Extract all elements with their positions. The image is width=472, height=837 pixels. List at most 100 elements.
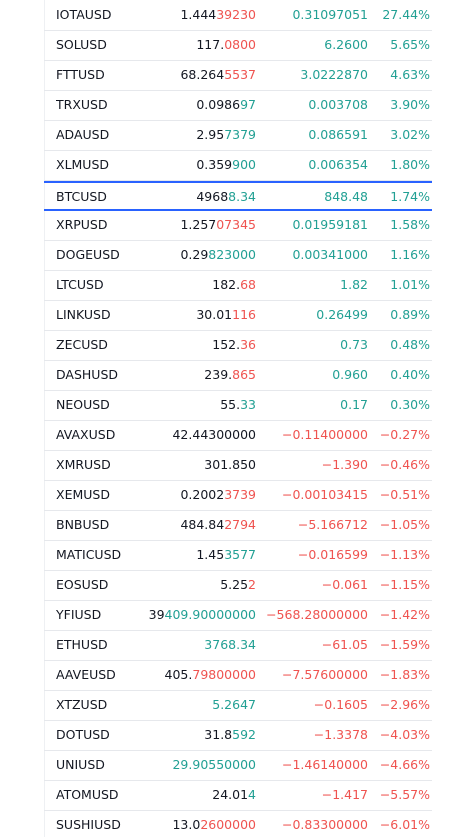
watchlist-row[interactable]: AAVEUSD 405.79800000 −7.57600000 −1.83% (44, 661, 432, 691)
price-tick: 3739 (224, 487, 256, 502)
last-price: 39409.90000000 (130, 601, 256, 629)
last-price: 1.25707345 (130, 211, 256, 239)
price-tick: 33 (240, 397, 256, 412)
price-stable: 0.359 (196, 157, 233, 172)
change: 0.00341000 (292, 247, 368, 262)
symbol: XRPUSD (56, 217, 108, 232)
price-tick: 5.2647 (212, 697, 256, 712)
change-percent: 0.48% (390, 337, 430, 352)
change: 3.0222870 (300, 67, 368, 82)
watchlist-row[interactable]: ATOMUSD 24.014 −1.417 −5.57% (44, 781, 432, 811)
change: 0.01959181 (292, 217, 368, 232)
symbol: ETHUSD (56, 637, 108, 652)
symbol: XLMUSD (56, 157, 110, 172)
change: −1.390 (321, 457, 368, 472)
last-price: 5.2647 (130, 691, 256, 719)
change-percent: 1.80% (390, 157, 430, 172)
symbol: AAVEUSD (56, 667, 116, 682)
last-price: 0.098697 (130, 91, 256, 119)
symbol: BTCUSD (56, 189, 107, 204)
symbol: SOLUSD (56, 37, 107, 52)
watchlist-row[interactable]: XLMUSD 0.359900 0.006354 1.80% (44, 151, 432, 181)
price-tick: 116 (232, 307, 256, 322)
change: −568.28000000 (266, 607, 368, 622)
price-stable: 182. (212, 277, 241, 292)
watchlist-row[interactable]: ADAUSD 2.957379 0.086591 3.02% (44, 121, 432, 151)
watchlist-row[interactable]: FTTUSD 68.2645537 3.0222870 4.63% (44, 61, 432, 91)
watchlist-row[interactable]: ETHUSD 3768.34 −61.05 −1.59% (44, 631, 432, 661)
symbol: NEOUSD (56, 397, 110, 412)
symbol: LTCUSD (56, 277, 104, 292)
watchlist-row[interactable]: UNIUSD 29.90550000 −1.46140000 −4.66% (44, 751, 432, 781)
price-tick: 07345 (216, 217, 256, 232)
change-percent: −1.59% (379, 637, 430, 652)
change-percent: 1.01% (390, 277, 430, 292)
change-percent: −4.03% (379, 727, 430, 742)
last-price: 68.2645537 (130, 61, 256, 89)
last-price: 13.02600000 (130, 811, 256, 837)
watchlist-row[interactable]: LTCUSD 182.68 1.82 1.01% (44, 271, 432, 301)
watchlist-row[interactable]: DOTUSD 31.8592 −1.3378 −4.03% (44, 721, 432, 751)
price-stable: 13.0 (172, 817, 201, 832)
watchlist-row[interactable]: IOTAUSD 1.44439230 0.31097051 27.44% (44, 1, 432, 31)
watchlist-row[interactable]: YFIUSD 39409.90000000 −568.28000000 −1.42% (44, 601, 432, 631)
last-price: 0.29823000 (130, 241, 256, 269)
change: −61.05 (321, 637, 368, 652)
price-tick: 68 (240, 277, 256, 292)
watchlist-row[interactable]: NEOUSD 55.33 0.17 0.30% (44, 391, 432, 421)
change: 1.82 (340, 277, 368, 292)
change-percent: 3.02% (390, 127, 430, 142)
price-stable: 484.84 (180, 517, 225, 532)
last-price: 42.44300000 (130, 421, 256, 449)
last-price: 484.842794 (130, 511, 256, 539)
watchlist-row[interactable]: XTZUSD 5.2647 −0.1605 −2.96% (44, 691, 432, 721)
price-stable: 405. (164, 667, 193, 682)
change: 0.960 (332, 367, 368, 382)
last-price: 239.865 (130, 361, 256, 389)
symbol: IOTAUSD (56, 7, 112, 22)
watchlist-row[interactable]: SUSHIUSD 13.02600000 −0.83300000 −6.01% (44, 811, 432, 837)
change-percent: 4.63% (390, 67, 430, 82)
watchlist-row[interactable]: MATICUSD 1.453577 −0.016599 −1.13% (44, 541, 432, 571)
last-price: 55.33 (130, 391, 256, 419)
watchlist-row[interactable]: DASHUSD 239.865 0.960 0.40% (44, 361, 432, 391)
change-percent: −1.42% (379, 607, 430, 622)
watchlist-row[interactable]: XMRUSD 301.850 −1.390 −0.46% (44, 451, 432, 481)
price-stable: 1.257 (180, 217, 217, 232)
watchlist-row[interactable]: SOLUSD 117.0800 6.2600 5.65% (44, 31, 432, 61)
watchlist-row[interactable]: XEMUSD 0.20023739 −0.00103415 −0.51% (44, 481, 432, 511)
watchlist-row[interactable]: EOSUSD 5.252 −0.061 −1.15% (44, 571, 432, 601)
last-price: 182.68 (130, 271, 256, 299)
watchlist-row[interactable]: BTCUSD 49688.34 848.48 1.74% (44, 181, 432, 211)
price-tick: 409.90000000 (164, 607, 256, 622)
symbol: XMRUSD (56, 457, 111, 472)
last-price: 5.252 (130, 571, 256, 599)
symbol: AVAXUSD (56, 427, 116, 442)
change: 0.006354 (308, 157, 368, 172)
watchlist-row[interactable]: BNBUSD 484.842794 −5.166712 −1.05% (44, 511, 432, 541)
price-tick: 2 (248, 577, 256, 592)
watchlist-row[interactable]: LINKUSD 30.01116 0.26499 0.89% (44, 301, 432, 331)
last-price: 30.01116 (130, 301, 256, 329)
price-tick: 8.34 (228, 189, 256, 204)
price-tick: 79800000 (192, 667, 256, 682)
last-price: 3768.34 (130, 631, 256, 659)
change: 848.48 (324, 189, 368, 204)
watchlist-row[interactable]: TRXUSD 0.098697 0.003708 3.90% (44, 91, 432, 121)
price-tick: 7379 (224, 127, 256, 142)
symbol: ZECUSD (56, 337, 108, 352)
watchlist-row[interactable]: XRPUSD 1.25707345 0.01959181 1.58% (44, 211, 432, 241)
change: 0.26499 (316, 307, 368, 322)
last-price: 152.36 (130, 331, 256, 359)
last-price: 405.79800000 (130, 661, 256, 689)
last-price: 49688.34 (130, 183, 256, 211)
change: −0.11400000 (281, 427, 368, 442)
change-percent: 27.44% (382, 7, 430, 22)
price-stable: 239. (204, 367, 233, 382)
watchlist-row[interactable]: AVAXUSD 42.44300000 −0.11400000 −0.27% (44, 421, 432, 451)
change-percent: 0.40% (390, 367, 430, 382)
price-stable: 1.444 (180, 7, 217, 22)
watchlist-row[interactable]: ZECUSD 152.36 0.73 0.48% (44, 331, 432, 361)
change-percent: 1.58% (390, 217, 430, 232)
watchlist-row[interactable]: DOGEUSD 0.29823000 0.00341000 1.16% (44, 241, 432, 271)
